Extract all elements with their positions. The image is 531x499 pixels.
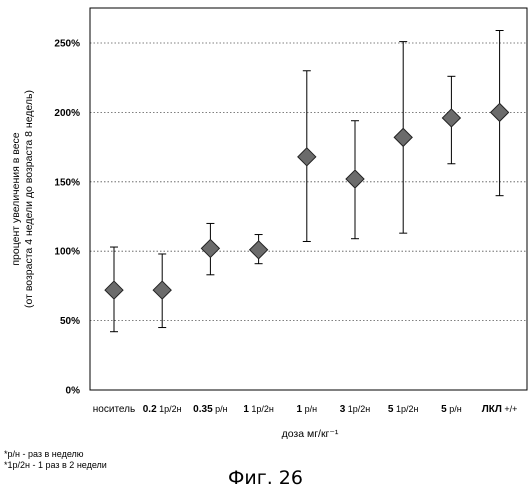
gridlines	[90, 43, 527, 321]
error-bars	[110, 31, 504, 332]
data-point-diamond	[394, 128, 412, 146]
plot-frame	[90, 8, 527, 390]
data-point-diamond	[442, 109, 460, 127]
x-tick-label: 5 1р/2н	[388, 404, 419, 415]
data-point-diamond	[298, 148, 316, 166]
y-tick-label: 200%	[54, 108, 80, 119]
data-point-diamond	[105, 281, 123, 299]
data-point-diamond	[346, 170, 364, 188]
y-axis-subtitle: (от возраста 4 недели до возраста 8 неде…	[23, 90, 35, 308]
x-tick-label: 0.2 1р/2н	[143, 404, 182, 415]
y-axis-title: процент увеличения в весе	[10, 132, 22, 265]
data-point-diamond	[153, 281, 171, 299]
x-tick-label: ЛКЛ +/+	[482, 404, 518, 415]
x-tick-label: 0.35 р/н	[193, 404, 227, 415]
y-tick-label: 150%	[54, 177, 80, 188]
x-tick-label: 5 р/н	[441, 404, 462, 415]
chart-svg: 0% 50% 100% 150% 200% 250% носитель 0.2 1р/2н 0…	[0, 0, 531, 460]
footnote-weekly: *р/н - раз в неделю	[4, 449, 84, 459]
data-point-diamond	[201, 239, 219, 257]
x-tick-label: 1 1р/2н	[243, 404, 274, 415]
x-tick-label: 3 1р/2н	[340, 404, 371, 415]
y-tick-label: 0%	[66, 386, 81, 397]
x-axis: носитель 0.2 1р/2н 0.35 р/н 1 1р/2н 1 р/н 3 1…	[93, 404, 518, 415]
x-tick-label: 1 р/н	[297, 404, 318, 415]
data-point-diamond	[491, 103, 509, 121]
figure-caption: Фиг. 26	[0, 467, 531, 489]
x-axis-title: доза мг/кг⁻¹	[282, 428, 339, 440]
data-point-diamond	[250, 241, 268, 259]
x-tick-label: носитель	[93, 404, 135, 415]
y-tick-label: 100%	[54, 247, 80, 258]
y-tick-label: 50%	[60, 316, 80, 327]
y-tick-label: 250%	[54, 39, 80, 50]
y-axis: 0% 50% 100% 150% 200% 250%	[54, 39, 80, 397]
